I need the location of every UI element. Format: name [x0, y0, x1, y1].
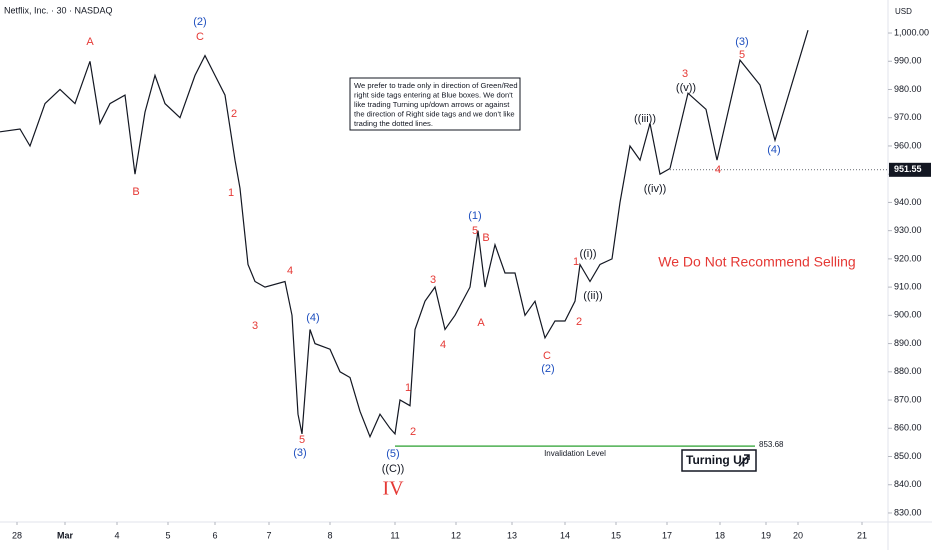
x-tick-label: 8 [327, 530, 332, 540]
x-tick-label: 13 [507, 530, 517, 540]
wave-label: 3 [682, 68, 688, 80]
x-tick-label: 12 [451, 530, 461, 540]
wave-label: 5 [739, 49, 745, 61]
x-tick-label: 11 [390, 530, 399, 540]
x-tick-label: 6 [212, 530, 217, 540]
wave-label: B [132, 186, 139, 198]
wave-label: 4 [287, 265, 293, 277]
invalidation-value: 853.68 [759, 440, 784, 449]
wave-label: A [477, 317, 485, 329]
wave-label: 1 [573, 256, 579, 268]
y-tick-label: 890.00 [894, 338, 922, 348]
wave-label: (5) [386, 448, 399, 460]
y-tick-label: 940.00 [894, 197, 922, 207]
y-tick-label: 1,000.00 [894, 27, 929, 37]
invalidation-label: Invalidation Level [544, 449, 606, 458]
wave-label: 4 [440, 339, 446, 351]
wave-label: ((iii)) [634, 113, 656, 125]
y-tick-label: 870.00 [894, 394, 922, 404]
x-tick-label: 28 [12, 530, 22, 540]
badge[interactable]: Turning Up [686, 453, 749, 467]
wave-label: B [482, 232, 489, 244]
last-price-label: 951.55 [894, 164, 922, 174]
wave-label: (3) [735, 36, 748, 48]
price-line [0, 54, 671, 439]
note-line: We prefer to trade only in direction of … [354, 81, 518, 90]
note-box: We prefer to trade only in direction of … [349, 77, 521, 131]
x-tick-label: 19 [761, 530, 771, 540]
wave-label: 3 [252, 320, 258, 332]
wave-label: C [543, 350, 551, 362]
y-tick-label: 910.00 [894, 281, 922, 291]
price-line [669, 30, 809, 169]
x-tick-label: 5 [165, 530, 170, 540]
badge-border[interactable] [681, 449, 757, 472]
wave-label: ((v)) [676, 82, 696, 94]
wave-label: ((i)) [579, 248, 596, 260]
last-price-tag [889, 162, 931, 177]
note-line: right side tags entering at Blue boxes. … [354, 91, 514, 100]
x-tick-label: 15 [611, 530, 621, 540]
note-line: the direction of Right side tags and we … [354, 110, 515, 119]
y-tick-label: 850.00 [894, 451, 922, 461]
x-tick-label: 7 [266, 530, 271, 540]
wave-label: 4 [715, 164, 721, 176]
wave-label: 2 [410, 426, 416, 438]
wave-label: 3 [430, 274, 436, 286]
x-tick-label: 18 [715, 530, 725, 540]
note-border [349, 77, 521, 131]
wave-label: (4) [306, 312, 319, 324]
wave-label: 1 [228, 187, 234, 199]
x-tick-label: 21 [857, 530, 867, 540]
y-tick-label: 900.00 [894, 310, 922, 320]
wave-label: C [196, 31, 204, 43]
wave-label: 2 [576, 316, 582, 328]
x-tick-label: 20 [793, 530, 803, 540]
wave-label: (1) [468, 210, 481, 222]
x-tick-label: Mar [57, 530, 74, 540]
wave-label: 1 [405, 382, 411, 394]
wave-label: ((iv)) [644, 183, 667, 195]
chart-title: Netflix, Inc. · 30 · NASDAQ [4, 5, 113, 15]
currency: USD [895, 7, 912, 16]
x-tick-label: 17 [662, 530, 672, 540]
wave-label: 5 [472, 225, 478, 237]
wave-label: 2 [231, 108, 237, 120]
wave-label: (2) [193, 16, 206, 28]
wave-label: (4) [767, 144, 780, 156]
x-tick-label: 4 [114, 530, 119, 540]
wave-label: IV [382, 478, 404, 500]
note-line: trading the dotted lines. [354, 119, 433, 128]
note-line: like trading Turning up/down arrows or a… [354, 100, 510, 109]
y-tick-label: 920.00 [894, 253, 922, 263]
callout: We Do Not Recommend Selling [658, 254, 855, 270]
y-tick-label: 990.00 [894, 56, 922, 66]
y-tick-label: 840.00 [894, 479, 922, 489]
y-tick-label: 880.00 [894, 366, 922, 376]
y-tick-label: 960.00 [894, 140, 922, 150]
y-tick-label: 980.00 [894, 84, 922, 94]
badge-arrow [738, 454, 750, 467]
wave-label: (2) [541, 363, 554, 375]
wave-label: (3) [293, 447, 306, 459]
wave-label: ((C)) [382, 463, 405, 475]
wave-label: 5 [299, 434, 305, 446]
y-tick-label: 930.00 [894, 225, 922, 235]
y-tick-label: 970.00 [894, 112, 922, 122]
wave-label: ((ii)) [583, 290, 603, 302]
y-tick-label: 860.00 [894, 423, 922, 433]
wave-label: A [86, 36, 94, 48]
y-tick-label: 830.00 [894, 507, 922, 517]
x-tick-label: 14 [560, 530, 570, 540]
